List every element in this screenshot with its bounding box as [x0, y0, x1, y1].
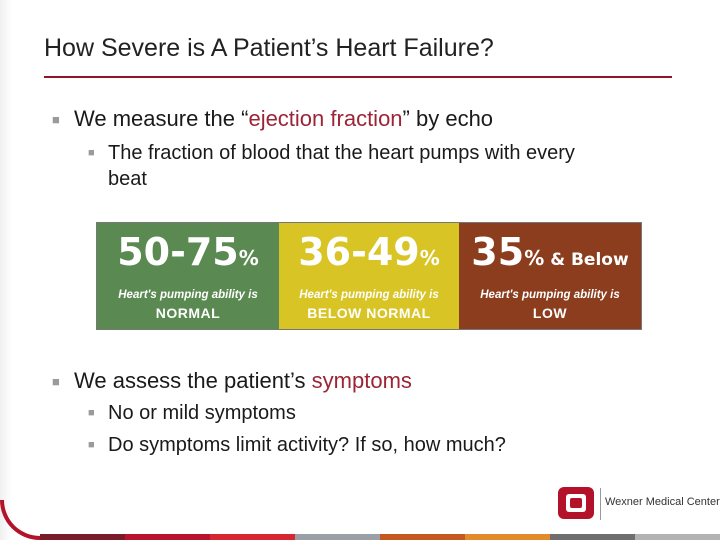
org-name: Wexner Medical Center [605, 496, 720, 508]
bullet-text: ” by echo [402, 106, 494, 131]
sub-bullet-mild-symptoms: No or mild symptoms [108, 402, 296, 424]
ef-segment-low: 35% & Below Heart's pumping ability is LO… [459, 223, 641, 329]
footer-band-segment [125, 534, 210, 540]
ef-percent: % [524, 246, 545, 270]
ef-caption: Heart's pumping ability is [118, 289, 258, 301]
title-rule [44, 76, 672, 78]
sub-bullet-fraction-line2: beat [108, 168, 147, 190]
bullet-text: We measure the “ [74, 106, 249, 131]
ef-extra: & Below [550, 250, 629, 270]
footer-band-segment [380, 534, 465, 540]
ef-percent: % [419, 246, 440, 270]
ejection-fraction-term: ejection fraction [248, 106, 403, 131]
footer-band-segment [295, 534, 380, 540]
ef-category: LOW [532, 305, 568, 321]
footer-band-segment [210, 534, 295, 540]
bullet-symptoms: We assess the patient’s symptoms [74, 368, 412, 394]
bullet-marker: ■ [88, 147, 95, 159]
bullet-ejection-fraction: We measure the “ejection fraction” by ec… [74, 106, 493, 132]
ef-range: 36-49 [298, 230, 420, 274]
ejection-fraction-scale: 50-75% Heart's pumping ability is NORMAL… [96, 222, 642, 330]
left-accent [0, 0, 12, 540]
footer-band-segment [40, 534, 125, 540]
ef-range: 35 [471, 230, 525, 274]
ef-category: NORMAL [155, 305, 221, 321]
footer-band-segment [635, 534, 720, 540]
ef-percent: % [238, 246, 259, 270]
bullet-marker: ■ [88, 439, 95, 451]
bullet-marker: ■ [88, 407, 95, 419]
footer-band-segment [465, 534, 550, 540]
slide-title: How Severe is A Patient’s Heart Failure? [44, 34, 494, 62]
ef-segment-normal: 50-75% Heart's pumping ability is NORMAL [97, 223, 279, 329]
ef-segment-below-normal: 36-49% Heart's pumping ability is BELOW … [279, 223, 459, 329]
sub-bullet-activity-limit: Do symptoms limit activity? If so, how m… [108, 434, 506, 456]
ef-range: 50-75 [117, 230, 239, 274]
bullet-marker: ■ [52, 374, 60, 389]
symptoms-term: symptoms [311, 368, 412, 393]
bullet-text: We assess the patient’s [74, 368, 312, 393]
bullet-marker: ■ [52, 112, 60, 127]
ohio-state-block-o-icon [558, 487, 594, 519]
ef-category: BELOW NORMAL [307, 305, 431, 321]
footer-band-segment [550, 534, 635, 540]
logo-divider [600, 488, 601, 520]
ef-caption: Heart's pumping ability is [299, 289, 439, 301]
footer-color-band [40, 534, 720, 540]
sub-bullet-fraction-line1: The fraction of blood that the heart pum… [108, 142, 575, 164]
ef-caption: Heart's pumping ability is [480, 289, 620, 301]
